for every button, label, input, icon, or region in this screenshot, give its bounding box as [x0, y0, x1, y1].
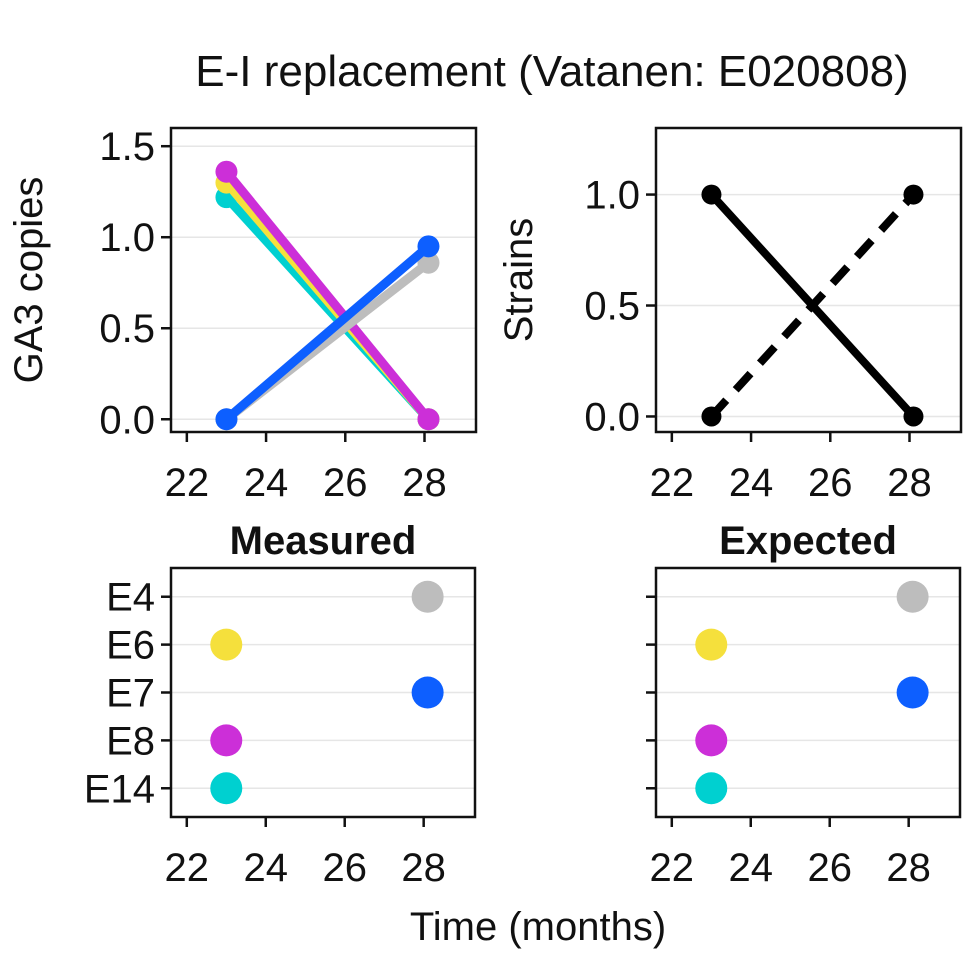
- y-tick-label: 1.5: [99, 125, 155, 169]
- panels: 0.0 0.5 1.0 1.5 22 24 26 28 GA3 copies 0.0 0.5 1.0 2…: [7, 125, 963, 890]
- scatter-point: [695, 628, 728, 661]
- panel-frame: [169, 126, 478, 434]
- y-tick-label: 0.0: [99, 398, 155, 442]
- y-tick-label: 0.5: [584, 285, 640, 329]
- series-point: [417, 408, 440, 431]
- series-point: [215, 160, 238, 183]
- scatter-point: [695, 772, 728, 805]
- scatter-point: [896, 676, 929, 709]
- series-point: [417, 235, 440, 258]
- x-tick-label: 28: [887, 461, 932, 505]
- figure-title: E-I replacement (Vatanen: E020808): [195, 47, 908, 96]
- panel-frame: [654, 126, 963, 434]
- x-tick-label: 28: [401, 846, 446, 890]
- series-point: [903, 184, 924, 205]
- y-tick-label: E6: [106, 624, 155, 668]
- scatter-point: [695, 724, 728, 757]
- series-line: [708, 191, 917, 420]
- x-tick-label: 26: [807, 846, 852, 890]
- panel-frame: [169, 566, 477, 819]
- x-tick-label: 26: [322, 846, 367, 890]
- x-tick-label: 24: [244, 846, 289, 890]
- y-axis-label: GA3 copies: [7, 177, 51, 384]
- scatter-point: [411, 580, 444, 613]
- series-line: [223, 242, 432, 423]
- series-point: [903, 406, 924, 427]
- x-tick-label: 26: [323, 461, 368, 505]
- x-tick-label: 22: [650, 846, 695, 890]
- y-tick-label: 1.0: [584, 174, 640, 218]
- y-tick-label: 0.0: [584, 395, 640, 439]
- y-tick-label: 1.0: [99, 216, 155, 260]
- x-tick-label: 26: [808, 461, 853, 505]
- y-tick-label: 0.5: [99, 307, 155, 351]
- x-tick-label: 24: [729, 846, 774, 890]
- panel-copies: 0.0 0.5 1.0 1.5 22 24 26 28 GA3 copies: [7, 125, 478, 505]
- y-tick-label: E4: [106, 576, 155, 620]
- series-point: [701, 406, 722, 427]
- scatter-point: [896, 580, 929, 613]
- panel-expected: 22 24 26 28 Expected: [646, 519, 962, 890]
- scatter-point: [210, 724, 243, 757]
- panel-frame: [654, 566, 962, 819]
- x-axis-label: Time (months): [410, 905, 666, 949]
- series-point: [215, 408, 238, 431]
- panel-strains: 0.0 0.5 1.0 22 24 26 28 Strains: [497, 126, 963, 505]
- y-tick-label: E14: [84, 767, 155, 811]
- x-tick-label: 28: [886, 846, 931, 890]
- y-tick-label: E7: [106, 672, 155, 716]
- scatter-point: [210, 628, 243, 661]
- x-tick-label: 22: [165, 461, 210, 505]
- series-point: [417, 251, 440, 274]
- series-line: [222, 168, 432, 423]
- x-tick-label: 24: [244, 461, 289, 505]
- scatter-point: [411, 676, 444, 709]
- x-tick-label: 28: [402, 461, 447, 505]
- series-point: [701, 184, 722, 205]
- x-tick-label: 22: [650, 461, 695, 505]
- y-tick-label: E8: [106, 719, 155, 763]
- x-tick-label: 22: [165, 846, 210, 890]
- scatter-point: [210, 772, 243, 805]
- panel-title: Measured: [230, 519, 417, 563]
- y-axis-label: Strains: [497, 218, 541, 343]
- x-tick-label: 24: [729, 461, 774, 505]
- panel-title: Expected: [719, 519, 897, 563]
